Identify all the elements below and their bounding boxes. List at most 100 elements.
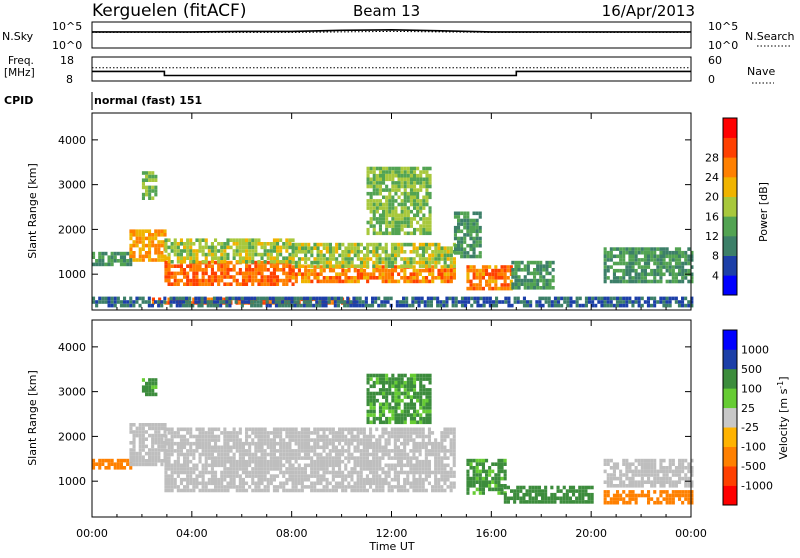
velocity-cell xyxy=(232,474,236,478)
velocity-cell xyxy=(138,437,142,441)
velocity-cell xyxy=(568,489,572,493)
power-cell xyxy=(307,276,311,280)
power-cell xyxy=(431,257,435,261)
power-cell xyxy=(625,279,629,284)
power-cell xyxy=(107,300,111,304)
velocity-cell xyxy=(390,449,394,453)
velocity-cell xyxy=(418,463,422,468)
velocity-cell xyxy=(132,437,136,441)
power-cell xyxy=(356,250,360,254)
velocity-cell xyxy=(513,496,517,501)
velocity-cell xyxy=(397,398,401,403)
power-cell xyxy=(460,236,464,241)
power-cell xyxy=(452,268,456,273)
power-cell xyxy=(409,177,413,182)
power-cell xyxy=(344,257,348,261)
power-cell xyxy=(566,303,570,308)
velocity-cell xyxy=(303,467,307,471)
velocity-cell xyxy=(428,409,432,414)
velocity-cell xyxy=(116,462,120,466)
velocity-cell xyxy=(393,438,397,442)
velocity-cell xyxy=(263,477,267,482)
velocity-cell xyxy=(387,488,391,493)
velocity-cell xyxy=(151,448,155,452)
power-cell xyxy=(369,191,373,196)
velocity-cell xyxy=(144,462,148,467)
velocity-cell xyxy=(300,449,304,453)
velocity-cell xyxy=(95,462,99,466)
velocity-cell xyxy=(400,391,404,396)
power-cell xyxy=(291,242,295,247)
velocity-cell xyxy=(195,441,199,446)
power-cell xyxy=(466,265,470,269)
velocity-cell xyxy=(207,456,211,460)
power-cell xyxy=(646,296,650,301)
power-cell xyxy=(132,243,136,248)
velocity-cell xyxy=(403,427,407,432)
velocity-cell xyxy=(671,473,675,477)
power-cell xyxy=(548,271,552,276)
power-cell xyxy=(378,217,382,221)
velocity-cell xyxy=(229,467,233,471)
power-cell xyxy=(237,296,241,301)
power-cell xyxy=(394,253,398,258)
power-cell xyxy=(449,260,453,265)
power-cell xyxy=(279,238,283,242)
velocity-cell xyxy=(235,431,239,435)
velocity-cell xyxy=(245,470,249,475)
power-cell xyxy=(309,296,313,301)
velocity-cell xyxy=(403,452,407,457)
power-cell xyxy=(291,253,295,258)
power-cell xyxy=(375,206,379,210)
velocity-cell xyxy=(266,488,270,493)
power-cell xyxy=(384,276,388,280)
power-cell xyxy=(282,271,286,276)
power-cell xyxy=(659,261,663,266)
velocity-cell xyxy=(409,377,413,381)
velocity-cell xyxy=(167,481,171,486)
power-cell xyxy=(419,209,423,214)
velocity-cell xyxy=(266,477,270,482)
power-cell xyxy=(416,199,420,203)
power-cell xyxy=(539,286,543,290)
velocity-cell xyxy=(319,467,323,471)
velocity-colorbar-frame xyxy=(722,329,738,506)
power-cell xyxy=(690,254,694,259)
velocity-cell xyxy=(356,463,360,468)
power-colorbar-tick: 20 xyxy=(705,191,719,204)
velocity-cell xyxy=(325,452,329,457)
power-cell xyxy=(363,272,367,276)
velocity-cell xyxy=(170,441,174,446)
power-cell xyxy=(132,240,136,244)
power-cell xyxy=(400,246,404,250)
velocity-cell xyxy=(183,467,187,471)
power-cell xyxy=(160,251,164,255)
velocity-cell xyxy=(260,467,264,471)
velocity-cell xyxy=(154,433,158,438)
power-cell xyxy=(241,271,245,276)
velocity-cell xyxy=(119,466,123,470)
velocity-colorbar-swatch xyxy=(723,427,737,447)
power-cell xyxy=(328,246,332,250)
power-cell xyxy=(206,300,210,304)
velocity-cell xyxy=(220,449,224,453)
velocity-cell xyxy=(291,431,295,435)
power-cell xyxy=(413,202,417,207)
velocity-cell xyxy=(269,477,273,482)
power-cell xyxy=(366,177,370,182)
power-cell xyxy=(369,181,373,185)
velocity-cell xyxy=(325,477,329,482)
power-region xyxy=(129,229,167,262)
power-cell xyxy=(394,224,398,228)
velocity-cell xyxy=(378,467,382,471)
velocity-cell xyxy=(144,423,148,427)
power-cell xyxy=(390,260,394,265)
power-cell xyxy=(138,240,142,244)
velocity-cell xyxy=(409,438,413,442)
power-cell xyxy=(665,268,669,273)
power-cell xyxy=(269,301,273,305)
power-cell xyxy=(416,177,420,182)
power-cell xyxy=(183,268,187,272)
power-cell xyxy=(612,268,616,273)
power-cell xyxy=(419,184,423,189)
